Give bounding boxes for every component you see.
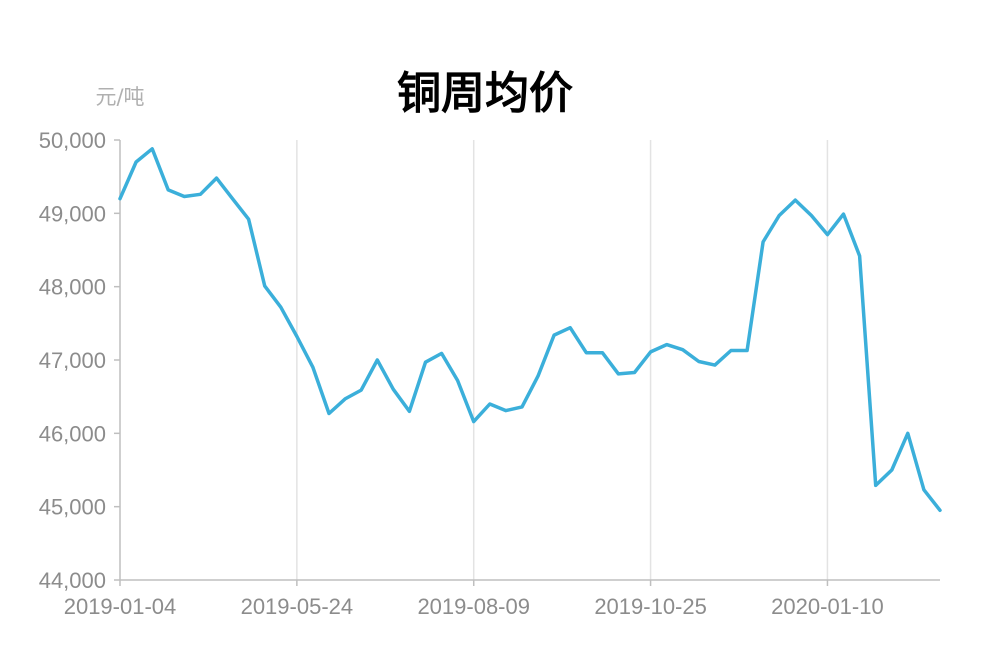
y-tick-label: 46,000 [39,421,106,446]
x-tick-label: 2020-01-10 [771,594,884,619]
y-tick-label: 47,000 [39,348,106,373]
y-tick-label: 45,000 [39,495,106,520]
x-tick-label: 2019-10-25 [594,594,707,619]
x-tick-label: 2019-01-04 [64,594,177,619]
chart-title: 铜周均价 [397,68,573,119]
x-tick-label: 2019-08-09 [417,594,530,619]
y-axis-ticks: 44,000 45,000 46,000 47,000 48,000 49,000 50,0… [39,128,120,593]
series-line [118,147,942,513]
gridlines [296,140,829,580]
x-tick-label: 2019-05-24 [241,594,354,619]
y-tick-label: 50,000 [39,128,106,153]
y-tick-label: 49,000 [39,201,106,226]
y-tick-label: 48,000 [39,275,106,300]
series-layer [118,147,942,513]
y-axis-unit-label: 元/吨 [95,85,144,109]
y-tick-label: 44,000 [39,568,106,593]
x-axis-ticks: 2019-01-04 2019-05-24 2019-08-09 2019-10-25… [64,580,884,619]
axes [119,140,940,581]
